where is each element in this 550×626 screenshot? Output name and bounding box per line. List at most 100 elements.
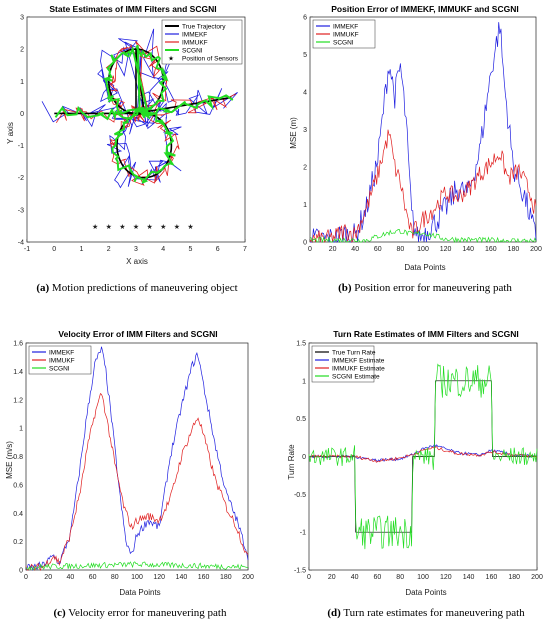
- panel-a-sensor-marker: ★: [106, 223, 112, 231]
- panel-c-velocity-error: Velocity Error of IMM Filters and SCGNI …: [5, 329, 254, 619]
- panel-d-ytick-label: 1.5: [296, 341, 306, 348]
- panel-a-sensor-marker: ★: [146, 223, 152, 231]
- panel-b-title: Position Error of IMMEKF, IMMUKF and SCG…: [331, 4, 518, 14]
- panel-d-ytick-label: 0.5: [296, 416, 306, 423]
- panel-b-series-immekf: [310, 22, 537, 243]
- panel-b-xtick-label: 100: [417, 246, 429, 253]
- panel-b-caption: (b) Position error for maneuvering path: [338, 282, 512, 294]
- panel-a-sensor-marker: ★: [92, 223, 98, 231]
- panel-c-xlabel: Data Points: [119, 588, 160, 597]
- panel-c-xtick-label: 180: [220, 574, 232, 581]
- panel-b-xtick-label: 40: [351, 246, 359, 253]
- panel-b-xtick-label: 180: [508, 246, 520, 253]
- panel-c-ytick-label: 1: [19, 426, 23, 433]
- panel-b-legend-label: SCGNI: [333, 39, 354, 46]
- panel-a-legend-label: SCGNI: [182, 47, 203, 54]
- panel-d-caption: (d) Turn rate estimates for maneuvering …: [327, 607, 525, 619]
- panel-c-legend-label: IMMEKF: [49, 349, 74, 356]
- panel-c-caption: (c) Velocity error for maneuvering path: [54, 607, 227, 619]
- panel-d-caption-text: Turn rate estimates for maneuvering path: [341, 607, 525, 619]
- panel-a-legend-label: IMMEKF: [182, 31, 207, 38]
- panel-b-ytick-label: 1: [303, 202, 307, 209]
- panel-a-ytick-label: -1: [18, 143, 24, 150]
- panel-d-xtick-label: 20: [328, 574, 336, 581]
- panel-a-xtick-label: 7: [243, 246, 247, 253]
- panel-a-sensor-marker: ★: [133, 223, 139, 231]
- panel-a-caption-label: (a): [36, 282, 49, 294]
- panel-c-caption-text: Velocity error for maneuvering path: [66, 607, 227, 619]
- panel-b-xtick-label: 200: [530, 246, 542, 253]
- panel-a-legend-label: IMMUKF: [182, 39, 208, 46]
- panel-d-xtick-label: 120: [440, 574, 452, 581]
- panel-d-legend-label: SCGNI Estimate: [332, 373, 380, 380]
- panel-b-xtick-label: 160: [485, 246, 497, 253]
- panel-d-ytick-label: -1: [300, 530, 306, 537]
- panel-b-series-scgni: [309, 229, 537, 244]
- panel-d-series-immukf-estimate: [308, 446, 538, 463]
- panel-a-ytick-label: 1: [20, 79, 24, 86]
- panel-c-ytick-label: 1.2: [13, 397, 23, 404]
- panel-c-ytick-label: 0: [19, 568, 23, 575]
- panel-b-plot-area: [309, 16, 537, 244]
- panel-b-caption-text: Position error for maneuvering path: [352, 282, 513, 294]
- panel-b-ytick-label: 5: [303, 52, 307, 59]
- panel-c-xtick-label: 0: [24, 574, 28, 581]
- panel-c-ticks: 0 20 40 60 80 100 120 140 160 180 200 0 0.2 0.4 0.6 0.8…: [13, 341, 254, 582]
- panel-d-xtick-label: 160: [486, 574, 498, 581]
- panel-a-series-scgni: [54, 44, 234, 184]
- panel-a-legend-swatch: ★: [168, 55, 174, 63]
- panel-c-ytick-label: 0.2: [13, 539, 23, 546]
- panel-a-xtick-label: -1: [24, 246, 30, 253]
- panel-d-turn-rate: Turn Rate Estimates of IMM Filters and S…: [287, 329, 543, 619]
- panel-b-ytick-label: 6: [303, 15, 307, 22]
- panel-c-series-scgni: [25, 561, 249, 571]
- panel-c-xtick-label: 100: [131, 574, 143, 581]
- panel-b-xtick-label: 140: [462, 246, 474, 253]
- panel-b-ytick-label: 0: [303, 240, 307, 247]
- panel-a-sensor-marker: ★: [174, 223, 180, 231]
- panel-d-xtick-label: 140: [463, 574, 475, 581]
- panel-a-legend-box: [161, 19, 243, 65]
- panel-d-series-immekf-estimate: [308, 443, 538, 463]
- panel-d-legend-label: True Turn Rate: [332, 349, 376, 356]
- panel-b-series-immukf: [309, 129, 537, 243]
- panel-a-legend-label: True Trajectory: [182, 23, 226, 30]
- panel-a-xtick-label: 1: [80, 246, 84, 253]
- panel-b-xlabel: Data Points: [404, 263, 445, 272]
- panel-d-ylabel: Turn Rate: [287, 444, 296, 480]
- panel-b-ytick-label: 4: [303, 90, 307, 97]
- panel-c-ytick-label: 0.4: [13, 511, 23, 518]
- panel-c-xtick-label: 80: [111, 574, 119, 581]
- panel-a-title: State Estimates of IMM Filters and SCGNI: [49, 4, 216, 14]
- panel-b-legend-label: IMMEKF: [333, 23, 358, 30]
- panel-a-ytick-label: 2: [20, 47, 24, 54]
- panel-a-ytick-label: 0: [20, 111, 24, 118]
- panel-a-ytick-label: -4: [18, 240, 24, 247]
- panel-d-xtick-label: 100: [417, 574, 429, 581]
- panel-c-ytick-label: 1.6: [13, 341, 23, 348]
- panel-c-series-immekf: [25, 346, 249, 572]
- panel-d-xtick-label: 40: [351, 574, 359, 581]
- panel-a-xtick-label: 2: [107, 246, 111, 253]
- panel-a-xtick-label: 4: [161, 246, 165, 253]
- panel-a-position-estimates: State Estimates of IMM Filters and SCGNI…: [6, 4, 247, 294]
- panel-c-ytick-label: 0.8: [13, 454, 23, 461]
- panel-c-xtick-label: 160: [198, 574, 210, 581]
- panel-a-xlabel: X axis: [126, 257, 148, 266]
- panel-a-ytick-label: -3: [18, 207, 24, 214]
- panel-d-legend-label: IMMUKF Estimate: [332, 365, 385, 372]
- panel-b-ytick-label: 2: [303, 165, 307, 172]
- panel-c-caption-label: (c): [54, 607, 67, 619]
- panel-d-xtick-label: 180: [508, 574, 520, 581]
- panel-b-frame: [309, 16, 537, 243]
- panel-b-xtick-label: 60: [374, 246, 382, 253]
- panel-a-xtick-label: 3: [134, 246, 138, 253]
- panel-c-series-immukf: [25, 393, 249, 572]
- panel-c-xtick-label: 140: [176, 574, 188, 581]
- panel-d-xlabel: Data Points: [405, 588, 446, 597]
- panel-c-xtick-label: 200: [242, 574, 254, 581]
